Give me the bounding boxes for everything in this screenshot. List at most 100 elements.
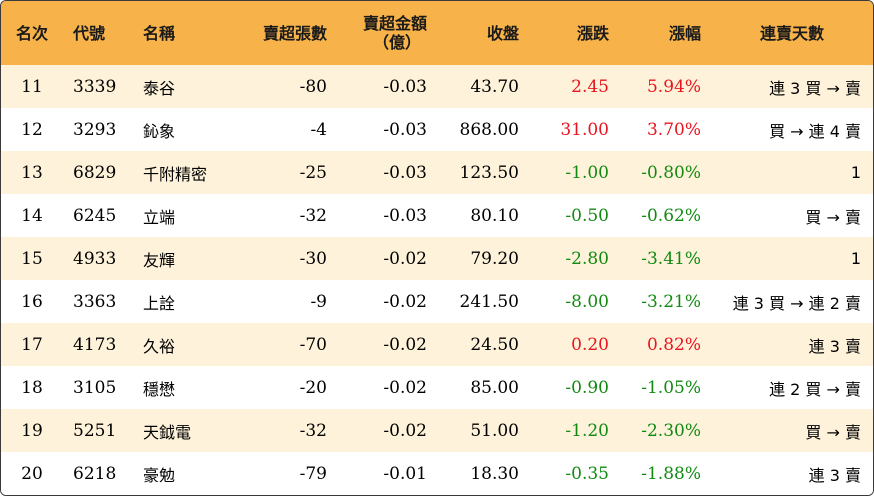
cell-rank: 15	[21, 248, 43, 269]
cell-sell-amount: -0.02	[383, 377, 427, 398]
cell-change: 0.20	[571, 334, 609, 355]
cell-close: 868.00	[459, 119, 519, 140]
table-row: 16 3363 上詮 -9 -0.02 241.50 -8.00 -3.21% …	[1, 280, 873, 323]
cell-change-pct: 0.82%	[646, 334, 701, 355]
header-streak: 連賣天數	[759, 23, 824, 43]
cell-close: 79.20	[470, 248, 519, 269]
cell-change: 31.00	[560, 119, 609, 140]
cell-sell-lots: -9	[310, 291, 327, 312]
cell-change: -0.50	[565, 205, 609, 226]
cell-code: 3339	[73, 76, 117, 97]
cell-close: 85.00	[470, 377, 519, 398]
cell-streak: 連 2 買 → 賣	[769, 379, 861, 399]
cell-name: 久裕	[143, 336, 176, 356]
cell-code: 3105	[73, 377, 117, 398]
cell-rank: 19	[21, 420, 43, 441]
header-sell-amount: 賣超金額 （億）	[337, 1, 437, 65]
cell-sell-amount: -0.03	[383, 162, 427, 183]
cell-rank: 18	[21, 377, 43, 398]
cell-sell-amount: -0.02	[383, 248, 427, 269]
cell-sell-amount: -0.03	[383, 119, 427, 140]
table-row: 20 6218 豪勉 -79 -0.01 18.30 -0.35 -1.88% …	[1, 452, 873, 495]
table-row: 19 5251 天鉞電 -32 -0.02 51.00 -1.20 -2.30%…	[1, 409, 873, 452]
cell-change: -2.80	[565, 248, 609, 269]
cell-close: 241.50	[459, 291, 519, 312]
cell-name: 友輝	[143, 250, 176, 270]
table-row: 12 3293 鈊象 -4 -0.03 868.00 31.00 3.70% 買…	[1, 108, 873, 151]
cell-close: 123.50	[459, 162, 519, 183]
cell-name: 千附精密	[143, 164, 208, 184]
cell-change-pct: 3.70%	[646, 119, 701, 140]
cell-code: 4173	[73, 334, 117, 355]
cell-change-pct: -1.05%	[641, 377, 701, 398]
cell-close: 24.50	[470, 334, 519, 355]
header-change-pct: 漲幅	[668, 23, 701, 43]
cell-code: 3363	[73, 291, 117, 312]
cell-change: -8.00	[565, 291, 609, 312]
cell-sell-lots: -25	[299, 162, 327, 183]
cell-code: 6829	[73, 162, 117, 183]
table-row: 15 4933 友輝 -30 -0.02 79.20 -2.80 -3.41% …	[1, 237, 873, 280]
table-header: 名次 代號 名稱 賣超張數 賣超金額 （億） 收盤 漲跌 漲幅 連賣天數	[1, 1, 873, 65]
cell-close: 80.10	[470, 205, 519, 226]
cell-name: 泰谷	[143, 78, 176, 98]
cell-change: -1.00	[565, 162, 609, 183]
cell-sell-amount: -0.01	[383, 463, 427, 484]
cell-streak: 連 3 買 → 賣	[769, 78, 861, 98]
cell-rank: 11	[21, 76, 43, 97]
cell-rank: 13	[21, 162, 43, 183]
header-name: 名稱	[143, 23, 176, 43]
table-row: 11 3339 泰谷 -80 -0.03 43.70 2.45 5.94% 連 …	[1, 65, 873, 108]
cell-streak: 1	[850, 249, 861, 268]
cell-sell-lots: -79	[299, 463, 327, 484]
cell-change-pct: -3.21%	[641, 291, 701, 312]
cell-name: 立端	[143, 207, 176, 227]
cell-code: 6218	[73, 463, 117, 484]
cell-streak: 1	[850, 163, 861, 182]
cell-sell-lots: -80	[299, 76, 327, 97]
cell-rank: 14	[21, 205, 43, 226]
cell-rank: 20	[21, 463, 43, 484]
table-row: 13 6829 千附精密 -25 -0.03 123.50 -1.00 -0.8…	[1, 151, 873, 194]
header-sell-amount-line2: （億）	[372, 33, 421, 52]
header-sell-lots: 賣超張數	[262, 23, 327, 43]
cell-sell-amount: -0.02	[383, 291, 427, 312]
cell-change: -0.90	[565, 377, 609, 398]
cell-close: 18.30	[470, 463, 519, 484]
cell-change-pct: -1.88%	[641, 463, 701, 484]
cell-close: 51.00	[470, 420, 519, 441]
cell-change: 2.45	[571, 76, 609, 97]
cell-code: 3293	[73, 119, 117, 140]
header-code: 代號	[73, 23, 106, 43]
cell-name: 鈊象	[143, 121, 176, 141]
cell-rank: 16	[21, 291, 43, 312]
header-close: 收盤	[486, 23, 519, 43]
cell-change: -1.20	[565, 420, 609, 441]
cell-sell-amount: -0.02	[383, 334, 427, 355]
table-row: 17 4173 久裕 -70 -0.02 24.50 0.20 0.82% 連 …	[1, 323, 873, 366]
cell-name: 上詮	[143, 293, 176, 313]
cell-sell-lots: -20	[299, 377, 327, 398]
cell-change-pct: -0.80%	[641, 162, 701, 183]
table-row: 18 3105 穩懋 -20 -0.02 85.00 -0.90 -1.05% …	[1, 366, 873, 409]
cell-streak: 買 → 賣	[805, 207, 861, 227]
cell-code: 5251	[73, 420, 117, 441]
cell-change-pct: 5.94%	[646, 76, 701, 97]
cell-streak: 買 → 連 4 賣	[769, 121, 861, 141]
table-row: 14 6245 立端 -32 -0.03 80.10 -0.50 -0.62% …	[1, 194, 873, 237]
cell-sell-lots: -32	[299, 205, 327, 226]
cell-sell-amount: -0.03	[383, 205, 427, 226]
header-change: 漲跌	[576, 23, 609, 43]
cell-name: 天鉞電	[143, 422, 192, 442]
cell-change-pct: -0.62%	[641, 205, 701, 226]
cell-streak: 連 3 賣	[808, 465, 861, 485]
cell-sell-lots: -70	[299, 334, 327, 355]
cell-change-pct: -2.30%	[641, 420, 701, 441]
cell-streak: 買 → 賣	[805, 422, 861, 442]
header-sell-amount-line1: 賣超金額	[362, 14, 427, 33]
cell-code: 6245	[73, 205, 117, 226]
cell-streak: 連 3 賣	[808, 336, 861, 356]
cell-sell-lots: -4	[310, 119, 327, 140]
